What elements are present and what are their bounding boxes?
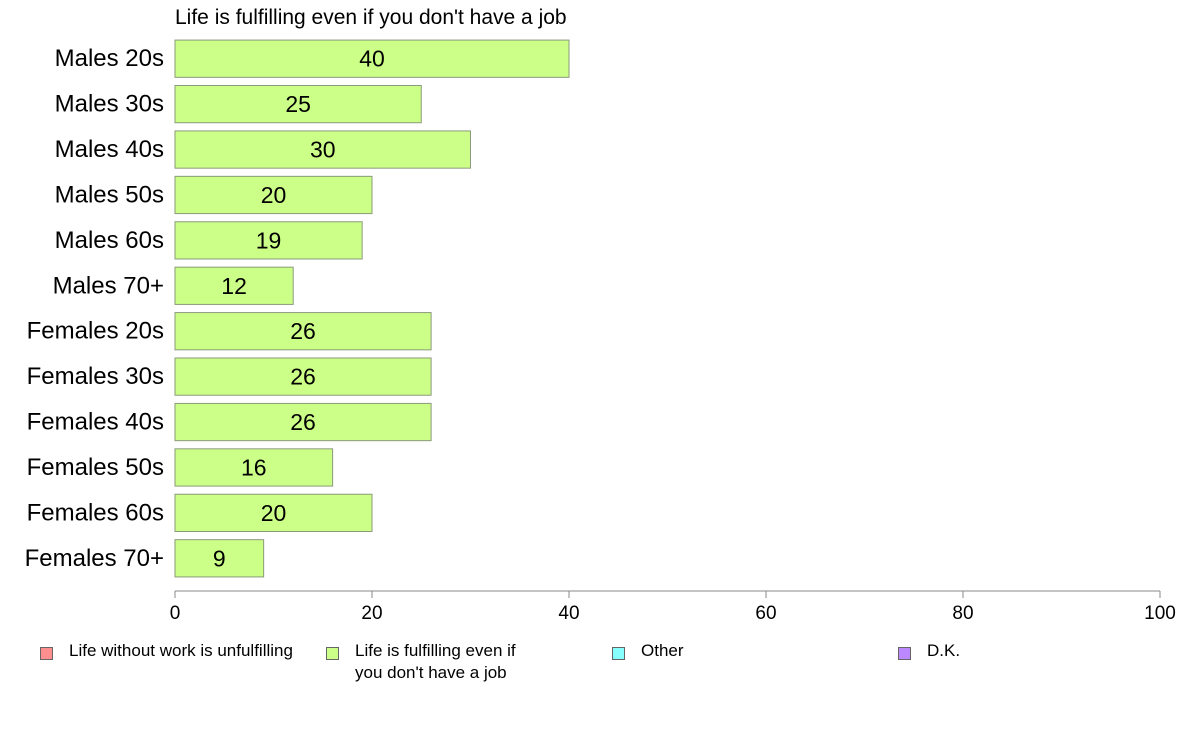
category-label: Males 40s: [55, 136, 164, 163]
legend-label: Other: [641, 641, 684, 660]
x-tick-label: 80: [952, 603, 973, 624]
bar: [174, 312, 432, 351]
legend-swatch: [326, 647, 339, 660]
category-label: Females 60s: [27, 499, 164, 526]
bar: [174, 85, 422, 124]
bar-value-label: 25: [285, 91, 311, 117]
bar-value-label: 26: [290, 409, 316, 435]
x-tick-label: 100: [1144, 603, 1176, 624]
bar-value-label: 20: [261, 500, 287, 526]
category-label: Females 70+: [25, 545, 164, 572]
bar-value-label: 26: [290, 318, 316, 344]
legend-item-dk: D.K.: [898, 640, 960, 662]
legend-item-fulfilling: Life is fulfilling even if you don't hav…: [326, 640, 516, 684]
bar-value-label: 12: [221, 273, 247, 299]
category-label: Males 20s: [55, 45, 164, 72]
bar-value-label: 9: [213, 545, 226, 571]
bar-value-label: 19: [256, 227, 282, 253]
category-label: Males 60s: [55, 227, 164, 254]
category-label: Females 30s: [27, 363, 164, 390]
x-tick-label: 20: [361, 603, 382, 624]
category-label: Males 70+: [53, 272, 164, 299]
bar: [174, 130, 471, 169]
bar: [174, 539, 265, 578]
category-label: Females 40s: [27, 409, 164, 436]
bar-value-label: 30: [310, 137, 336, 163]
bar-value-label: 26: [290, 364, 316, 390]
legend-swatch: [612, 647, 625, 660]
legend-label: Life is fulfilling even if you don't hav…: [355, 641, 516, 682]
category-label: Females 50s: [27, 454, 164, 481]
x-tick-label: 40: [558, 603, 579, 624]
x-tick-label: 60: [755, 603, 776, 624]
chart-title: Life is fulfilling even if you don't hav…: [175, 6, 567, 29]
bar-chart: 40 Males 20s 25 Males 30s 30 Males 40s 20 Males…: [25, 39, 1176, 624]
legend-item-other: Other: [612, 640, 684, 662]
bar: [174, 493, 373, 532]
bar: [174, 357, 432, 396]
legend: Life without work is unfulfilling Life i…: [0, 640, 1188, 690]
bar: [174, 39, 570, 78]
category-label: Males 50s: [55, 181, 164, 208]
legend-label: Life without work is unfulfilling: [69, 641, 293, 660]
bar: [174, 175, 373, 215]
bar: [174, 266, 294, 305]
bar-value-label: 16: [241, 454, 267, 480]
legend-swatch: [898, 647, 911, 660]
category-label: Females 20s: [27, 318, 164, 345]
bar: [174, 221, 363, 260]
x-tick-label: 0: [170, 603, 181, 624]
bar: [174, 402, 432, 442]
category-label: Males 30s: [55, 91, 164, 118]
legend-item-unfulfilling: Life without work is unfulfilling: [40, 640, 293, 662]
bar: [174, 448, 334, 487]
legend-label: D.K.: [927, 641, 961, 660]
bar-value-label: 20: [261, 182, 287, 208]
legend-swatch: [40, 647, 53, 660]
bar-value-label: 40: [359, 46, 385, 72]
